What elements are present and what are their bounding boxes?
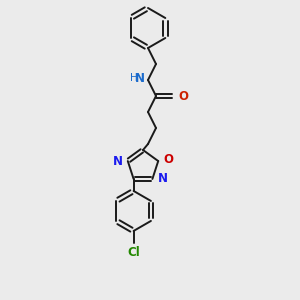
Text: N: N [113, 154, 123, 168]
Text: N: N [135, 71, 145, 85]
Text: Cl: Cl [127, 246, 140, 259]
Text: O: O [178, 89, 188, 103]
Text: N: N [158, 172, 167, 185]
Text: H: H [130, 73, 138, 83]
Text: O: O [163, 153, 173, 166]
